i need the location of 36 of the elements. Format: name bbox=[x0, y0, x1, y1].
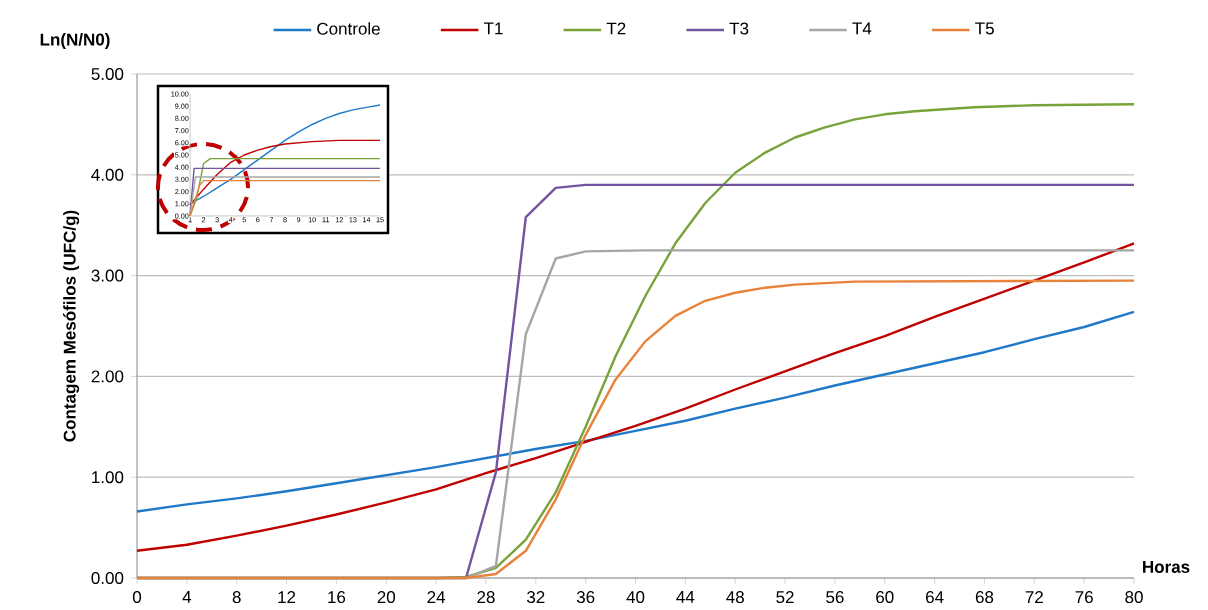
x-tick-label: 40 bbox=[626, 591, 645, 604]
text: Ln(N/N0) bbox=[40, 33, 110, 49]
x-tick-label: 76 bbox=[1075, 591, 1093, 604]
x-tick-label: 60 bbox=[876, 591, 894, 604]
x-tick-label: 64 bbox=[926, 591, 944, 604]
x-tick-label: 80 bbox=[1125, 591, 1143, 604]
legend-label: T1 bbox=[483, 22, 503, 35]
y-tick-label: 0.00 bbox=[91, 572, 124, 585]
x-tick-label: 8 bbox=[232, 591, 241, 604]
x-tick-label: 12 bbox=[278, 591, 296, 603]
legend-label: Controle bbox=[317, 22, 380, 35]
x-tick-label: 24 bbox=[427, 591, 446, 603]
x-tick-label: 20 bbox=[377, 591, 396, 604]
x-tick-label: 36 bbox=[576, 591, 595, 604]
x-tick-label: 32 bbox=[527, 591, 545, 604]
x-axis-title: Horas bbox=[1143, 561, 1190, 573]
y-tick-label: 3.00 bbox=[91, 269, 124, 282]
y-tick-label: 2.00 bbox=[91, 370, 124, 383]
x-tick-label: 44 bbox=[676, 591, 695, 603]
x-tick-label: 28 bbox=[477, 591, 495, 604]
x-tick-label: 52 bbox=[776, 591, 794, 604]
x-tick-label: 16 bbox=[328, 591, 346, 604]
legend-label: T2 bbox=[606, 22, 626, 35]
y-tick-label: 5.00 bbox=[91, 67, 124, 80]
legend-label: T3 bbox=[729, 22, 749, 35]
x-tick-label: 4 bbox=[182, 591, 192, 603]
x-tick-label: 48 bbox=[726, 591, 744, 604]
y-tick-label: 1.00 bbox=[92, 471, 124, 484]
legend-label: T5 bbox=[975, 22, 994, 35]
x-tick-label: 72 bbox=[1025, 591, 1043, 603]
legend-label: T4 bbox=[852, 22, 872, 35]
x-tick-label: 0 bbox=[132, 591, 142, 604]
y-axis-title: Contagem Mesófilos (UFC/g) bbox=[63, 210, 80, 442]
x-tick-label: 56 bbox=[826, 591, 844, 604]
x-tick-label: 68 bbox=[975, 591, 994, 604]
y-tick-label: 4.00 bbox=[91, 168, 124, 181]
